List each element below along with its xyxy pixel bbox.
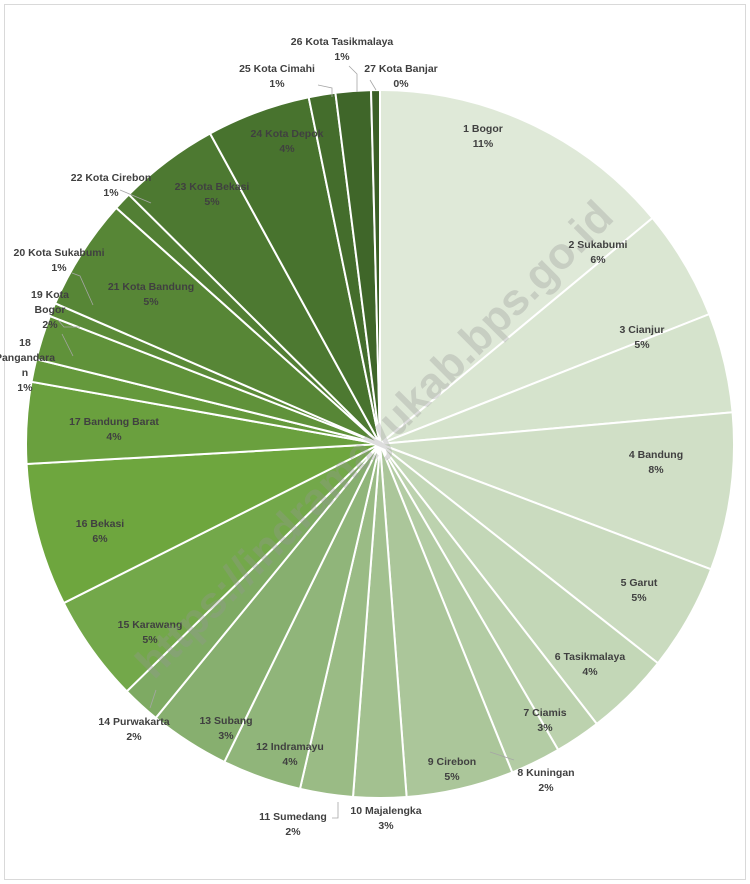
leader-line-14 — [149, 689, 157, 709]
pie-slice-16 — [25, 443, 381, 605]
data-label-27: 27 Kota Banjar 0% — [364, 63, 438, 90]
data-label-15: 15 Karawang 5% — [118, 619, 183, 646]
leader-line-26 — [348, 65, 358, 92]
leader-line-11 — [332, 802, 339, 819]
data-label-25: 25 Kota Cimahi 1% — [239, 63, 315, 90]
pie-slice-1 — [379, 88, 654, 447]
leader-line-27 — [369, 79, 377, 91]
data-label-17: 17 Bandung Barat 4% — [69, 416, 159, 443]
leader-line-25 — [317, 84, 333, 97]
data-label-18: 18 Pangandara n 1% — [0, 337, 55, 394]
data-label-22: 22 Kota Cirebon 1% — [71, 172, 152, 199]
leader-line-8 — [489, 751, 515, 761]
data-label-20: 20 Kota Sukabumi 1% — [13, 247, 104, 274]
data-label-9: 9 Cirebon 5% — [428, 756, 476, 783]
data-label-12: 12 Indramayu 4% — [256, 741, 324, 768]
data-label-10: 10 Majalengka 3% — [350, 805, 421, 832]
data-label-16: 16 Bekasi 6% — [76, 518, 125, 545]
leader-line-20 — [71, 272, 94, 306]
data-label-6: 6 Tasikmalaya 4% — [555, 651, 626, 678]
data-label-2: 2 Sukabumi 6% — [569, 239, 628, 266]
data-label-24: 24 Kota Depok 4% — [251, 128, 324, 155]
pie-slice-27 — [369, 88, 381, 445]
data-label-13: 13 Subang 3% — [199, 715, 252, 742]
leader-line-22 — [119, 189, 152, 204]
data-label-14: 14 Purwakarta 2% — [98, 716, 169, 743]
data-labels: 1 Bogor 11% 2 Sukabumi 6% 3 Cianjur 5% 4 Bandu… — [0, 36, 683, 838]
data-label-11: 11 Sumedang 2% — [259, 811, 327, 838]
data-label-23: 23 Kota Bekasi 5% — [175, 181, 250, 208]
data-label-26: 26 Kota Tasikmalaya 1% — [291, 36, 394, 63]
data-label-5: 5 Garut 5% — [621, 577, 658, 604]
leader-line-18 — [61, 333, 74, 357]
data-label-19: 19 Kota Bogor 2% — [31, 289, 69, 331]
data-label-21: 21 Kota Bandung 5% — [108, 281, 194, 308]
data-label-3: 3 Cianjur 5% — [620, 324, 665, 351]
pie-slices — [25, 88, 735, 800]
leader-line-19 — [57, 319, 80, 328]
data-label-4: 4 Bandung 8% — [629, 449, 683, 476]
leader-lines — [57, 65, 515, 819]
data-label-8: 8 Kuningan 2% — [517, 767, 574, 794]
data-label-7: 7 Ciamis 3% — [523, 707, 566, 734]
data-label-1: 1 Bogor 11% — [463, 123, 503, 150]
pie-slice-4 — [379, 411, 735, 571]
